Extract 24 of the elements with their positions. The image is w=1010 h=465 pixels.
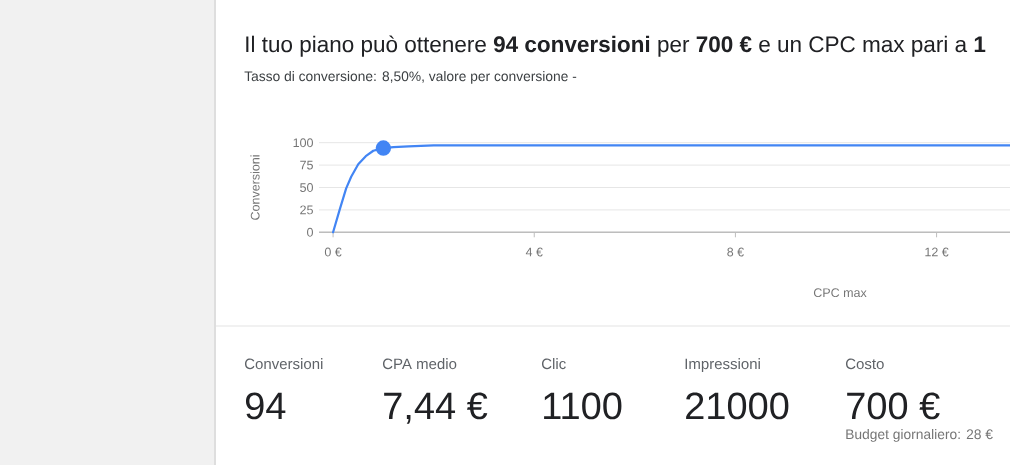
category-label: Impressioni <box>685 358 760 373</box>
category-label: Conversioni <box>244 358 323 370</box>
text: 94 <box>245 392 286 420</box>
text: 1100 <box>544 392 622 420</box>
y-tick-label: 0 <box>307 227 313 237</box>
chart-title: Il tuo piano può ottenere 94 conversioni per 700 € e un CPC max pari a 1 <box>246 35 986 57</box>
text: Budget giornaliero: 28 € <box>846 429 993 442</box>
chart-subtitle: Tasso di conversione: 8,50%, valore per conversione - <box>244 71 577 84</box>
text: 7,44 € <box>384 392 488 424</box>
x-axis-title: CPC max <box>813 288 867 298</box>
x-tick-label: 8 € <box>727 247 744 257</box>
category-label: CPA medio <box>382 358 457 370</box>
y-tick-label: 50 <box>300 183 313 192</box>
category-label: Clic <box>541 358 566 370</box>
y-tick-label: 75 <box>300 160 313 170</box>
x-tick-label: 12 € <box>925 247 949 257</box>
y-tick-label: 25 <box>300 205 313 215</box>
y-axis-title: Conversioni <box>250 155 260 220</box>
x-tick-label: 4 € <box>525 247 543 257</box>
x-tick-label: 0 € <box>324 247 342 257</box>
text: 21000 <box>686 392 789 420</box>
text: 700 € <box>847 392 940 420</box>
y-tick-label: 100 <box>293 138 313 148</box>
category-label: Costo <box>845 358 884 370</box>
